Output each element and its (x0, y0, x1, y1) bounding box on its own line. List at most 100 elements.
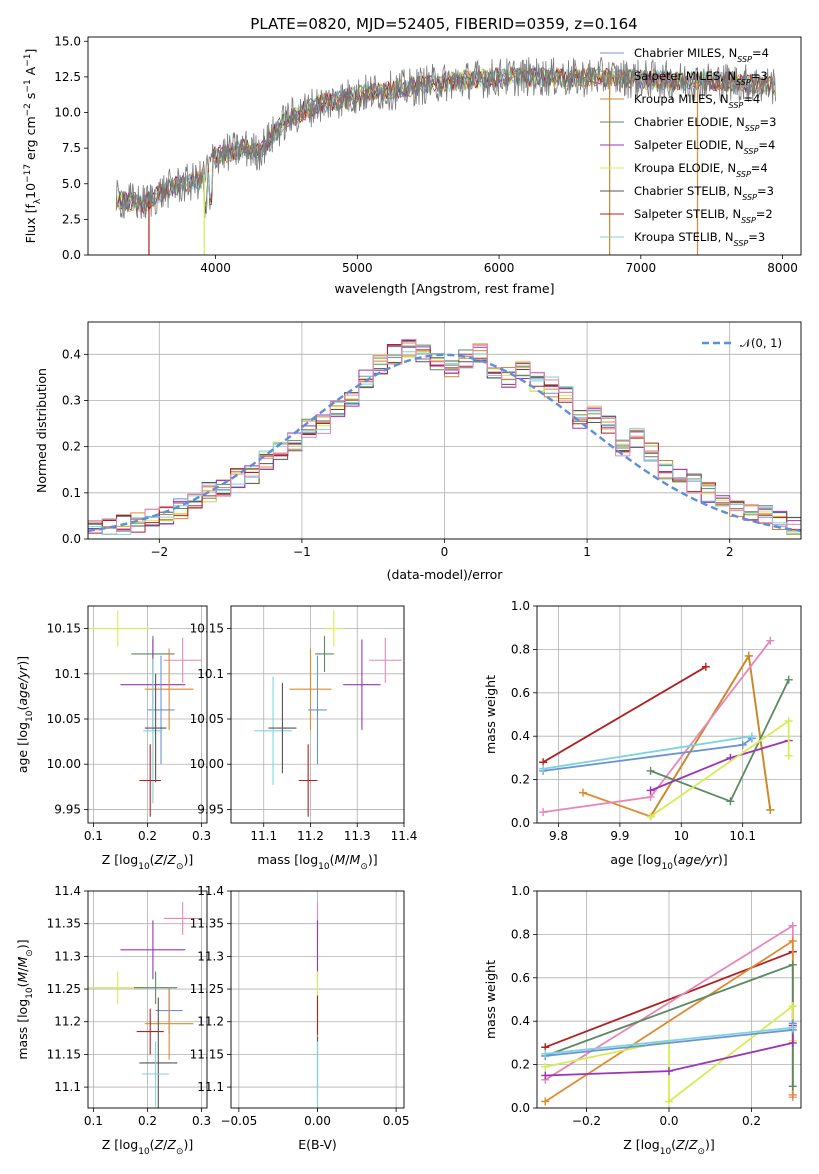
x-axis-label-part: E(B-V) (298, 1137, 337, 1152)
legend-label-tail: =3 (748, 230, 765, 244)
legend-label-sub: SSP (736, 170, 751, 179)
y-tick-label: 0.0 (62, 532, 81, 546)
axes-frame (230, 890, 405, 1109)
y-tick-label: 0.0 (62, 248, 81, 262)
x-tick-label: 6000 (484, 261, 515, 275)
x-tick-label: 10.1 (729, 829, 756, 843)
y-axis-label-part: )] (15, 656, 30, 666)
x-tick-label: 0.2 (138, 1114, 157, 1128)
y-tick-label: 0.2 (62, 440, 81, 454)
age-vs-mass-panel: 11.1 11.2 11.3 11.4 9.95 10.00 10.05 10.1 10.15 m… (190, 605, 417, 872)
axes-frame (536, 890, 802, 1109)
histogram-series (88, 338, 801, 539)
x-tick-label: 1 (583, 545, 591, 559)
legend-label: Salpeter MILES, NSSP=3 (634, 69, 768, 87)
y-axis-label-part: −2 (23, 103, 33, 116)
y-tick-label: 10.00 (190, 757, 224, 771)
axes-frame (230, 605, 405, 824)
spectrum-panel: 4000 5000 6000 7000 8000 0.0 2.5 5.0 7.5 10.0 12.5… (23, 34, 802, 296)
x-axis-label-part: )] (183, 1137, 193, 1152)
legend-label: Kroupa MILES, NSSP=4 (634, 92, 760, 110)
y-tick-label: 9.95 (54, 802, 81, 816)
legend-label-sub: SSP (737, 55, 752, 64)
y-axis-label-part: Flux [f (23, 204, 38, 244)
y-axis-label: Flux [fλ10−17 erg cm−2 s−1 A−1] (23, 49, 43, 244)
y-tick-label: 0.4 (62, 347, 81, 361)
legend-label-base: Salpeter MILES, N (634, 69, 736, 83)
x-axis-label-part: Z (166, 852, 176, 867)
y-tick-label: 0.6 (511, 971, 530, 985)
legend-label-sub: SSP (729, 101, 744, 110)
y-tick-label: 0.2 (511, 1058, 530, 1072)
weight-marker (766, 636, 775, 645)
weight-marker (784, 751, 793, 760)
x-axis-label-part: Z (166, 1137, 176, 1152)
y-axis-label-part: −17 (23, 164, 33, 183)
x-tick-label: 11.2 (297, 829, 324, 843)
x-axis-label-part: Z [log (102, 1137, 138, 1152)
x-axis-label-part: ⊙ (360, 862, 368, 872)
figure-title: PLATE=0820, MJD=52405, FIBERID=0359, z=0… (250, 15, 637, 33)
x-axis-label-part: 10 (660, 1147, 672, 1157)
x-tick-label: 9.9 (610, 829, 629, 843)
y-tick-label: 11.35 (47, 917, 81, 931)
y-axis-label: mass weight (483, 675, 498, 754)
y-tick-label: 10.15 (190, 622, 224, 636)
x-axis-label: (data-model)/error (387, 567, 504, 582)
legend-label-tail: =4 (751, 161, 768, 175)
x-tick-label: 5000 (342, 261, 373, 275)
weight-marker (665, 1067, 673, 1076)
y-axis-label-part: / (15, 967, 30, 972)
weight-marker (646, 766, 655, 775)
y-tick-label: 10.1 (197, 667, 224, 681)
legend-label: Salpeter ELODIE, NSSP=4 (634, 138, 775, 156)
mass-vs-reddening-panel: −0.05 0.00 0.05 11.1 11.15 11.2 11.25 11.3 11.35… (190, 884, 410, 1152)
x-axis-label-part: ( (150, 1137, 155, 1152)
x-axis-label: Z [log10(Z/Z⊙)] (623, 1137, 715, 1157)
y-axis-label-part: ( (15, 706, 30, 711)
y-axis-label-part: ⊙ (25, 949, 35, 957)
residual-histogram-panel: −2 −1 0 1 2 0.0 0.1 0.2 0.3 0.4 (data-model)/error… (34, 321, 802, 582)
x-axis-label-part: Z (154, 1137, 164, 1152)
x-axis-label: mass [log10(M/M⊙)] (257, 852, 377, 872)
weight-marker (788, 1038, 797, 1047)
x-tick-label: 0.1 (84, 829, 103, 843)
x-axis-label-part: Z (688, 1137, 698, 1152)
weight-line (545, 1026, 793, 1055)
x-axis-label: Z [log10(Z/Z⊙)] (102, 1137, 194, 1157)
y-axis-label: mass weight (483, 960, 498, 1039)
y-tick-label: 11.15 (47, 1047, 81, 1061)
weight-marker (738, 740, 747, 749)
x-axis-label-part: ⊙ (176, 1147, 184, 1157)
x-tick-label: 0.2 (138, 829, 157, 843)
x-tick-label: 0.05 (383, 1114, 410, 1128)
x-tick-label: 0.0 (659, 1114, 678, 1128)
weight-marker (541, 1049, 550, 1058)
x-tick-label: 11.3 (344, 829, 371, 843)
weight-marker (788, 1082, 797, 1091)
axes-frame (87, 890, 208, 1109)
x-axis-label: Z [log10(Z/Z⊙)] (102, 852, 194, 872)
x-axis-label-part: ( (673, 852, 678, 867)
weight-marker (744, 651, 753, 660)
weight-marker (788, 1002, 797, 1011)
x-tick-label: 0.1 (84, 1114, 103, 1128)
x-axis-label-part: ( (330, 852, 335, 867)
x-axis-label-part: ( (671, 1137, 676, 1152)
legend-label-tail: =3 (751, 69, 768, 83)
weight-lines (539, 636, 793, 821)
weight-marker (541, 1097, 550, 1106)
legend-label: Chabrier MILES, NSSP=4 (634, 46, 769, 64)
weight-lines (541, 921, 797, 1106)
legend-label-base: Chabrier STELIB, N (634, 184, 742, 198)
legend-label: 𝒩(0, 1) (740, 336, 782, 350)
x-axis-label-part: Z [log (623, 1137, 659, 1152)
y-axis-label-part: ] (23, 49, 38, 54)
y-axis-label-part: mass [log (15, 999, 30, 1060)
x-tick-label: 0.3 (192, 1114, 211, 1128)
y-axis-label: age [log10(age/yr)] (15, 656, 35, 773)
x-tick-label: 0.00 (304, 1114, 331, 1128)
